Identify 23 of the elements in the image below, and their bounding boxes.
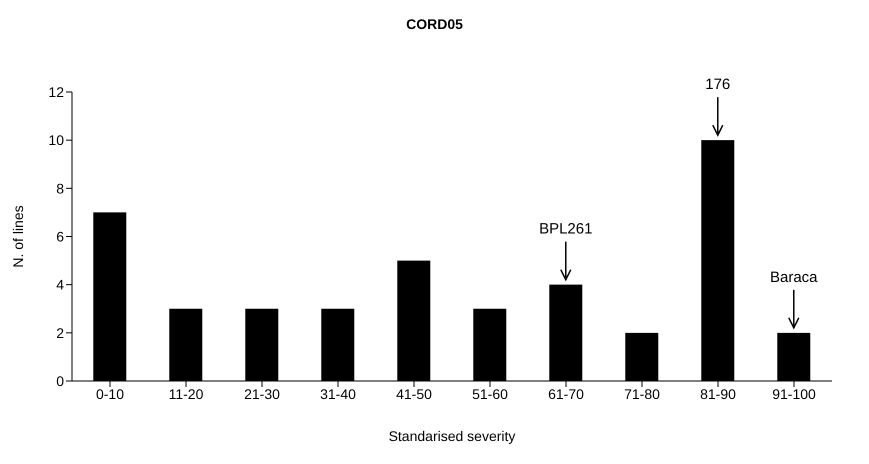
x-tick-label: 0-10	[96, 386, 124, 402]
y-tick-label: 4	[56, 276, 64, 293]
y-tick-label: 12	[48, 84, 64, 100]
y-tick-label: 0	[56, 372, 64, 389]
x-tick-label: 71-80	[624, 386, 660, 402]
y-tick-label: 2	[56, 324, 64, 341]
annotation: Baraca	[770, 268, 818, 286]
x-tick-label: 31-40	[320, 386, 356, 402]
x-tick-label: 21-30	[244, 386, 280, 402]
x-tick-label: 61-70	[548, 386, 584, 402]
x-tick-label: 11-20	[168, 386, 204, 402]
y-axis-title: N. of lines	[10, 205, 26, 268]
y-tick-label: 8	[56, 180, 64, 196]
x-tick-label: 81-90	[700, 386, 736, 402]
y-tick-label: 6	[56, 228, 64, 244]
annotation: 176	[705, 76, 730, 94]
annotation: BPL261	[539, 220, 592, 238]
y-tick-label: 10	[48, 132, 64, 148]
x-axis-title: Standarised severity	[388, 428, 516, 444]
x-tick-label: 91-100	[772, 386, 816, 402]
x-tick-label: 41-50	[396, 386, 432, 402]
x-tick-label: 51-60	[472, 386, 508, 402]
chart-title: CORD05	[405, 16, 464, 32]
